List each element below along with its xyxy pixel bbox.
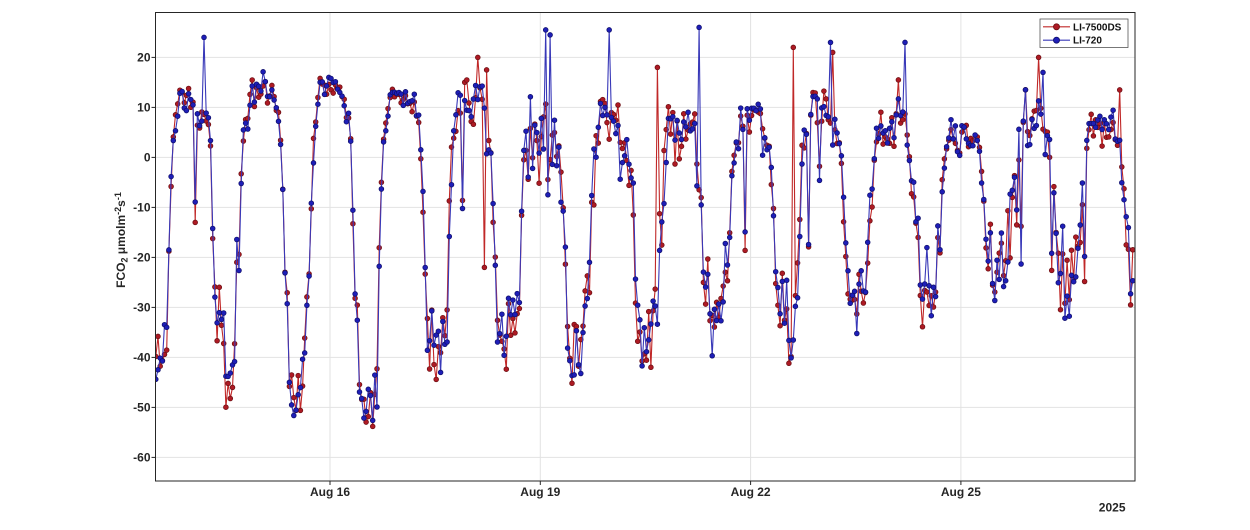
svg-text:LI-720: LI-720 [1073,36,1102,47]
svg-text:2025: 2025 [1099,501,1126,515]
svg-text:-30: -30 [133,301,151,315]
svg-text:-50: -50 [133,401,151,415]
svg-text:LI-7500DS: LI-7500DS [1073,22,1122,33]
svg-text:FCO2 μmolm-2s-1: FCO2 μmolm-2s-1 [113,192,130,288]
svg-text:Aug 19: Aug 19 [520,485,560,499]
svg-text:-60: -60 [133,451,151,465]
svg-text:10: 10 [137,101,151,115]
svg-text:Aug 16: Aug 16 [310,485,350,499]
svg-text:0: 0 [144,151,151,165]
svg-text:-40: -40 [133,351,151,365]
svg-text:Aug 25: Aug 25 [941,485,981,499]
svg-text:Aug 22: Aug 22 [731,485,771,499]
svg-text:-10: -10 [133,201,151,215]
svg-text:-20: -20 [133,251,151,265]
svg-text:20: 20 [137,51,151,65]
